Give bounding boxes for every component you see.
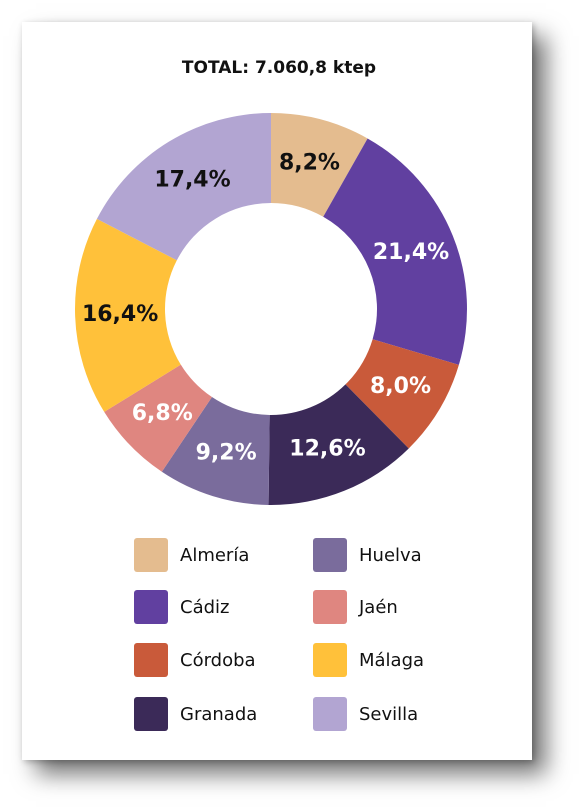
legend-item-jaén: Jaén	[313, 590, 398, 624]
slice-label-cádiz: 21,4%	[373, 240, 449, 265]
legend-item-huelva: Huelva	[313, 538, 422, 572]
slice-sevilla	[96, 112, 271, 261]
legend-item-granada: Granada	[134, 697, 257, 731]
slice-huelva	[161, 397, 270, 505]
slice-label-córdoba: 8,0%	[370, 374, 431, 399]
legend-label: Almería	[180, 544, 250, 566]
slice-jaén	[104, 364, 212, 472]
chart-title: TOTAL: 7.060,8 ktep	[181, 58, 377, 78]
legend-swatch	[134, 590, 168, 624]
legend-swatch	[313, 590, 347, 624]
legend-label: Huelva	[359, 544, 422, 566]
slice-label-málaga: 16,4%	[82, 302, 158, 327]
slice-label-almería: 8,2%	[279, 150, 340, 175]
slice-málaga	[74, 218, 181, 412]
legend-label: Cádiz	[180, 596, 230, 618]
slice-almería	[271, 113, 368, 217]
legend-swatch	[313, 643, 347, 677]
legend-label: Granada	[180, 703, 258, 725]
slice-córdoba	[345, 339, 459, 449]
legend-label: Sevilla	[359, 703, 419, 725]
slice-label-granada: 12,6%	[289, 437, 365, 462]
legend-swatch	[134, 697, 168, 731]
legend-item-córdoba: Córdoba	[134, 643, 256, 677]
slice-label-sevilla: 17,4%	[154, 168, 230, 193]
slice-cádiz	[323, 138, 468, 365]
legend-swatch	[134, 643, 168, 677]
legend-item-cádiz: Cádiz	[134, 590, 229, 624]
legend-label: Jaén	[359, 596, 398, 618]
legend-label: Córdoba	[180, 649, 256, 671]
slice-granada	[268, 384, 409, 505]
legend-item-sevilla: Sevilla	[313, 697, 418, 731]
legend-swatch	[313, 697, 347, 731]
legend-swatch	[134, 538, 168, 572]
legend-swatch	[313, 538, 347, 572]
legend-item-málaga: Málaga	[313, 643, 424, 677]
slice-label-jaén: 6,8%	[132, 401, 193, 426]
legend-label: Málaga	[359, 649, 425, 671]
slice-label-huelva: 9,2%	[196, 441, 257, 466]
legend-item-almería: Almería	[134, 538, 249, 572]
